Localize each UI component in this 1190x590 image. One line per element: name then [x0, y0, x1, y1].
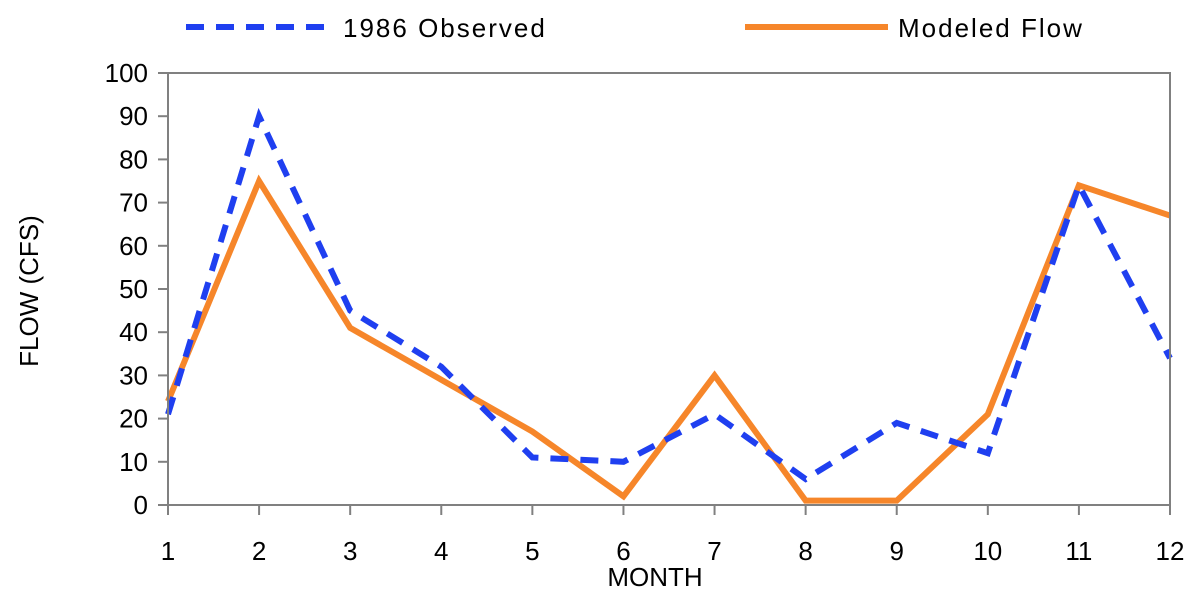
y-tick-label: 80: [119, 144, 148, 174]
y-tick-label: 10: [119, 447, 148, 477]
x-tick-label: 8: [798, 536, 812, 566]
plot-frame: [167, 72, 1171, 506]
series-line-observed: [165, 107, 1173, 483]
x-tick-label: 6: [616, 536, 630, 566]
x-tick-label: 12: [1156, 536, 1185, 566]
legend-label: 1986 Observed: [343, 13, 547, 43]
x-axis-title: MONTH: [607, 562, 702, 590]
x-tick-label: 10: [973, 536, 1002, 566]
y-tick-label: 100: [105, 58, 148, 88]
x-tick-label: 9: [889, 536, 903, 566]
series-layer: [165, 107, 1173, 504]
y-axis-title: FLOW (CFS): [14, 215, 44, 367]
x-tick-label: 1: [161, 536, 175, 566]
y-tick-label: 90: [119, 101, 148, 131]
y-tick-label: 60: [119, 231, 148, 261]
legend-label: Modeled Flow: [898, 13, 1084, 43]
y-tick-label: 0: [134, 490, 148, 520]
y-tick-label: 20: [119, 404, 148, 434]
y-tick-label: 70: [119, 188, 148, 218]
y-tick-label: 40: [119, 317, 148, 347]
legend-item-observed: 1986 Observed: [186, 13, 547, 43]
legend-item-modeled: Modeled Flow: [745, 13, 1084, 43]
legend: 1986 Observed Modeled Flow: [186, 13, 1084, 43]
series-line-modeled: [165, 174, 1171, 504]
x-tick-label: 2: [252, 536, 266, 566]
x-axis-ticks: 1 2 3 4 5 6 7 8 9 10 11 12: [161, 505, 1185, 566]
y-axis-ticks: 0 10 20 30 40 50 60 70 80 90 100: [105, 58, 168, 520]
y-tick-label: 30: [119, 360, 148, 390]
x-tick-label: 5: [525, 536, 539, 566]
x-tick-label: 4: [434, 536, 448, 566]
x-tick-label: 7: [707, 536, 721, 566]
y-tick-label: 50: [119, 274, 148, 304]
x-tick-label: 11: [1065, 536, 1092, 566]
x-tick-label: 3: [343, 536, 357, 566]
